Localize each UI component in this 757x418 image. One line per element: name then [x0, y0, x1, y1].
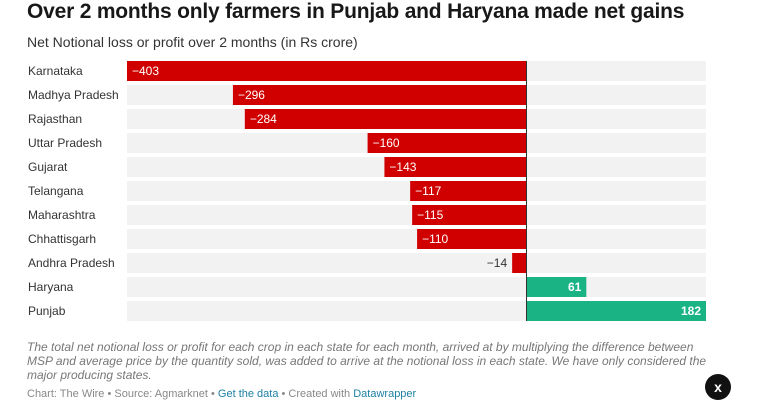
footer-created-with: • Created with	[278, 388, 354, 400]
row-background-haryana	[127, 277, 706, 297]
chart-title: Over 2 months only farmers in Punjab and…	[27, 0, 685, 23]
bar-maharashtra	[412, 205, 526, 225]
category-label-maharashtra: Maharashtra	[28, 208, 96, 222]
category-label-madhya-pradesh: Madhya Pradesh	[28, 88, 119, 102]
category-label-chhattisgarh: Chhattisgarh	[28, 232, 96, 246]
value-label-gujarat: −143	[389, 160, 416, 174]
value-label-maharashtra: −115	[417, 208, 443, 222]
value-label-madhya-pradesh: −296	[238, 88, 265, 102]
chart-notes: The total net notional loss or profit fo…	[27, 340, 707, 382]
chart-footer: Chart: The Wire • Source: Agmarknet • Ge…	[27, 388, 416, 400]
footer-credit: Chart: The Wire • Source: Agmarknet •	[27, 388, 218, 400]
category-label-karnataka: Karnataka	[28, 64, 83, 78]
bar-chart: Karnataka −403 Madhya Pradesh −296 Rajasthan…	[28, 61, 706, 321]
datawrapper-link[interactable]: Datawrapper	[353, 388, 417, 400]
bar-punjab	[526, 301, 706, 321]
bar-karnataka	[127, 61, 526, 81]
category-label-haryana: Haryana	[28, 280, 74, 294]
bar-haryana	[526, 277, 587, 297]
value-label-karnataka: −403	[132, 64, 159, 78]
category-label-andhra-pradesh: Andhra Pradesh	[28, 256, 115, 270]
value-label-haryana: 61	[568, 280, 582, 294]
value-label-andhra-pradesh: −14	[487, 256, 508, 270]
bar-telangana	[410, 181, 526, 201]
value-label-telangana: −117	[415, 184, 441, 198]
row-background-andhra-pradesh	[127, 253, 706, 273]
bar-gujarat	[384, 157, 526, 177]
category-label-uttar-pradesh: Uttar Pradesh	[28, 136, 102, 150]
row-background-chhattisgarh	[127, 229, 706, 249]
category-label-telangana: Telangana	[28, 184, 84, 198]
category-label-punjab: Punjab	[28, 304, 66, 318]
value-label-uttar-pradesh: −160	[373, 136, 400, 150]
category-label-gujarat: Gujarat	[28, 160, 68, 174]
category-label-rajasthan: Rajasthan	[28, 112, 82, 126]
bar-andhra-pradesh	[512, 253, 526, 273]
bar-rajasthan	[244, 109, 527, 129]
bar-uttar-pradesh	[367, 133, 526, 153]
value-label-punjab: 182	[681, 304, 701, 318]
chart-subtitle: Net Notional loss or profit over 2 month…	[27, 34, 358, 50]
bar-chhattisgarh	[417, 229, 526, 249]
value-label-chhattisgarh: −110	[422, 232, 448, 246]
bar-madhya-pradesh	[232, 85, 526, 105]
value-label-rajasthan: −284	[250, 112, 277, 126]
close-button[interactable]: x	[705, 374, 731, 400]
get-data-link[interactable]: Get the data	[217, 388, 279, 400]
